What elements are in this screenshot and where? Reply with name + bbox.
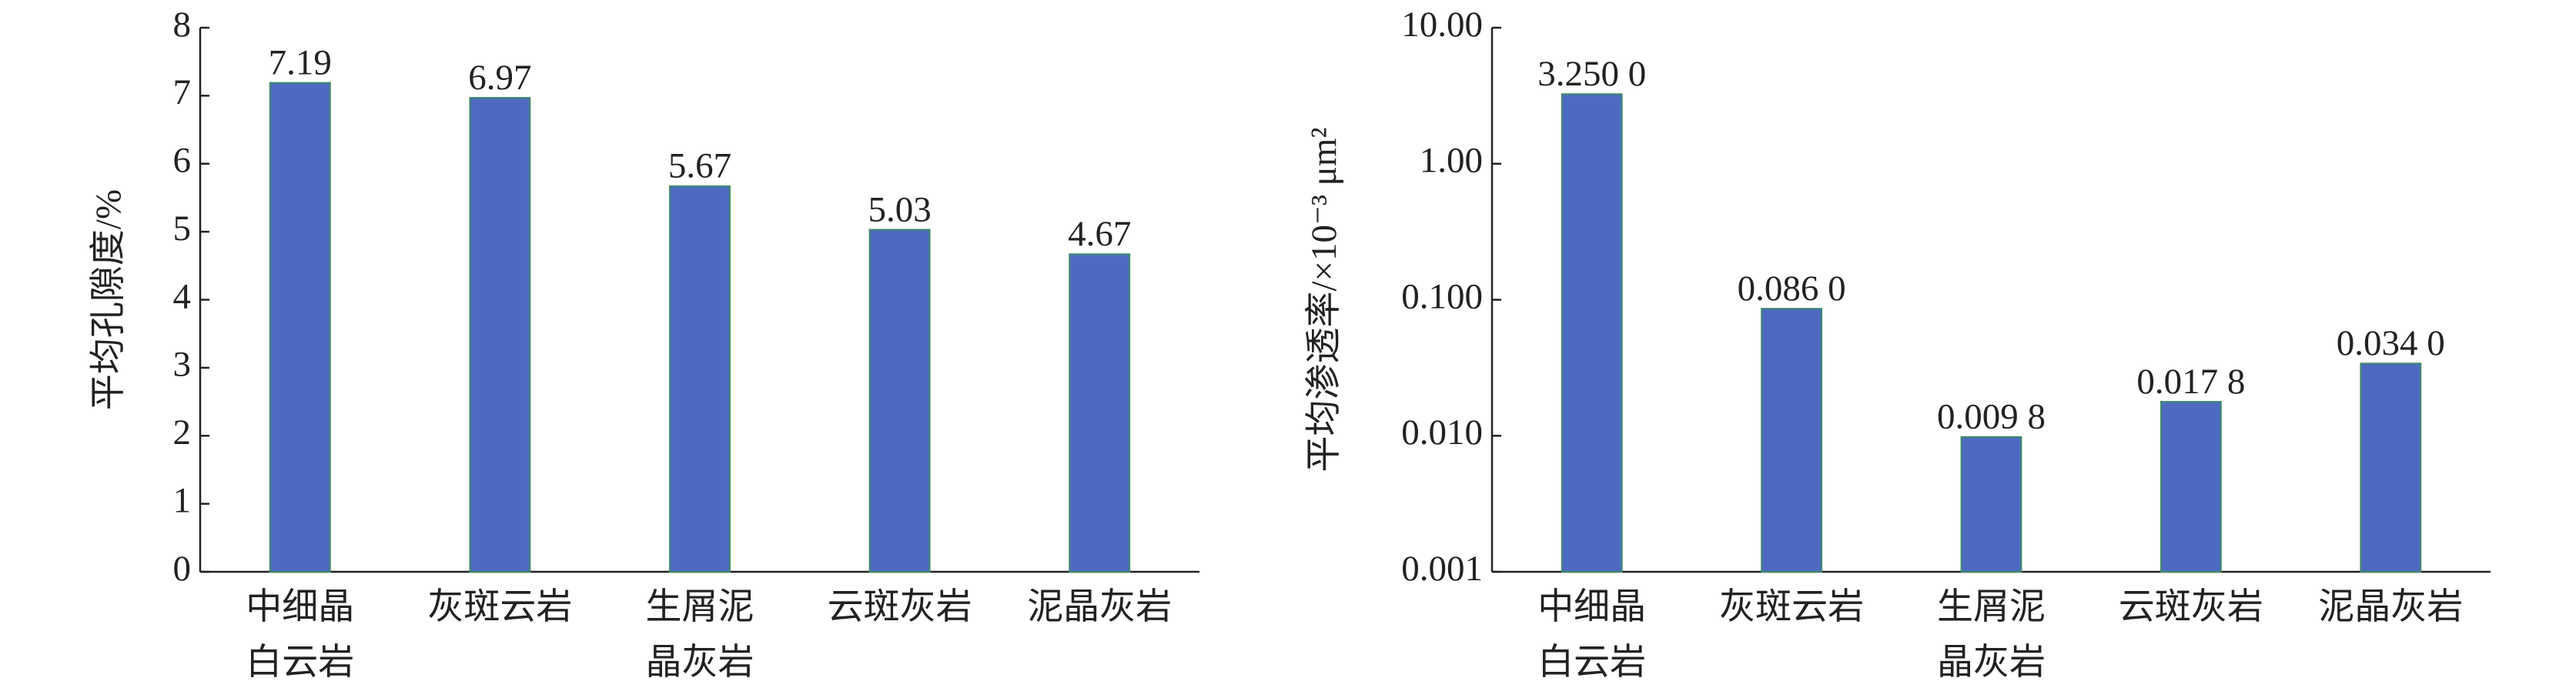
y-tick-label: 4 (173, 276, 192, 316)
x-tick-label: 生屑泥 (1937, 587, 2046, 627)
bar (269, 82, 331, 573)
x-tick-label: 生屑泥 (646, 587, 754, 627)
y-tick-label: 6 (173, 141, 192, 181)
bar (1960, 436, 2022, 573)
data-label: 5.67 (668, 146, 731, 186)
bar (2360, 362, 2422, 573)
y-tick-label: 5 (173, 209, 192, 249)
y-tick-label: 3 (173, 345, 192, 385)
y-axis-title: 平均渗透率/×10⁻³ μm² (1304, 127, 1344, 472)
bar (868, 229, 931, 573)
y-axis-title: 平均孔隙度/% (89, 189, 129, 410)
data-label: 0.009 8 (1937, 397, 2046, 437)
x-tick-label: 中细晶 (1537, 587, 1646, 627)
x-tick-label: 白云岩 (1537, 643, 1646, 683)
y-tick-label: 7 (173, 72, 192, 112)
y-tick-label: 8 (173, 5, 192, 45)
data-label: 6.97 (468, 58, 531, 98)
y-tick-label: 0.001 (1401, 549, 1483, 589)
x-tick-label: 泥晶灰岩 (2318, 587, 2463, 627)
bar (2159, 400, 2222, 573)
data-label: 0.034 0 (2337, 323, 2445, 363)
x-tick-label: 晶灰岩 (1937, 643, 2046, 683)
bar (669, 185, 731, 573)
x-tick-label: 灰斑云岩 (1719, 587, 1864, 627)
y-tick-label: 0 (173, 549, 192, 589)
data-label: 5.03 (868, 189, 931, 229)
x-tick-label: 中细晶 (246, 587, 354, 627)
data-label: 0.017 8 (2136, 362, 2245, 402)
y-tick-label: 0.010 (1401, 412, 1483, 453)
bar (469, 97, 531, 573)
x-tick-label: 云斑灰岩 (2119, 587, 2263, 627)
y-tick-label: 0.100 (1401, 276, 1483, 316)
x-tick-label: 晶灰岩 (646, 643, 754, 683)
x-tick-label: 泥晶灰岩 (1027, 587, 1172, 627)
data-label: 3.250 0 (1537, 54, 1646, 94)
y-tick-label: 1 (173, 480, 192, 520)
data-label: 4.67 (1068, 214, 1131, 254)
bar (1561, 93, 1623, 573)
data-label: 0.086 0 (1738, 269, 1846, 309)
y-tick-label: 10.00 (1401, 5, 1483, 45)
data-label: 7.19 (269, 42, 332, 82)
bar (1069, 253, 1131, 573)
bar (1761, 308, 1823, 573)
x-tick-label: 灰斑云岩 (427, 587, 572, 627)
y-tick-label: 1.00 (1420, 141, 1483, 181)
x-tick-label: 云斑灰岩 (828, 587, 972, 627)
y-tick-label: 2 (173, 412, 192, 453)
x-tick-label: 白云岩 (246, 643, 354, 683)
